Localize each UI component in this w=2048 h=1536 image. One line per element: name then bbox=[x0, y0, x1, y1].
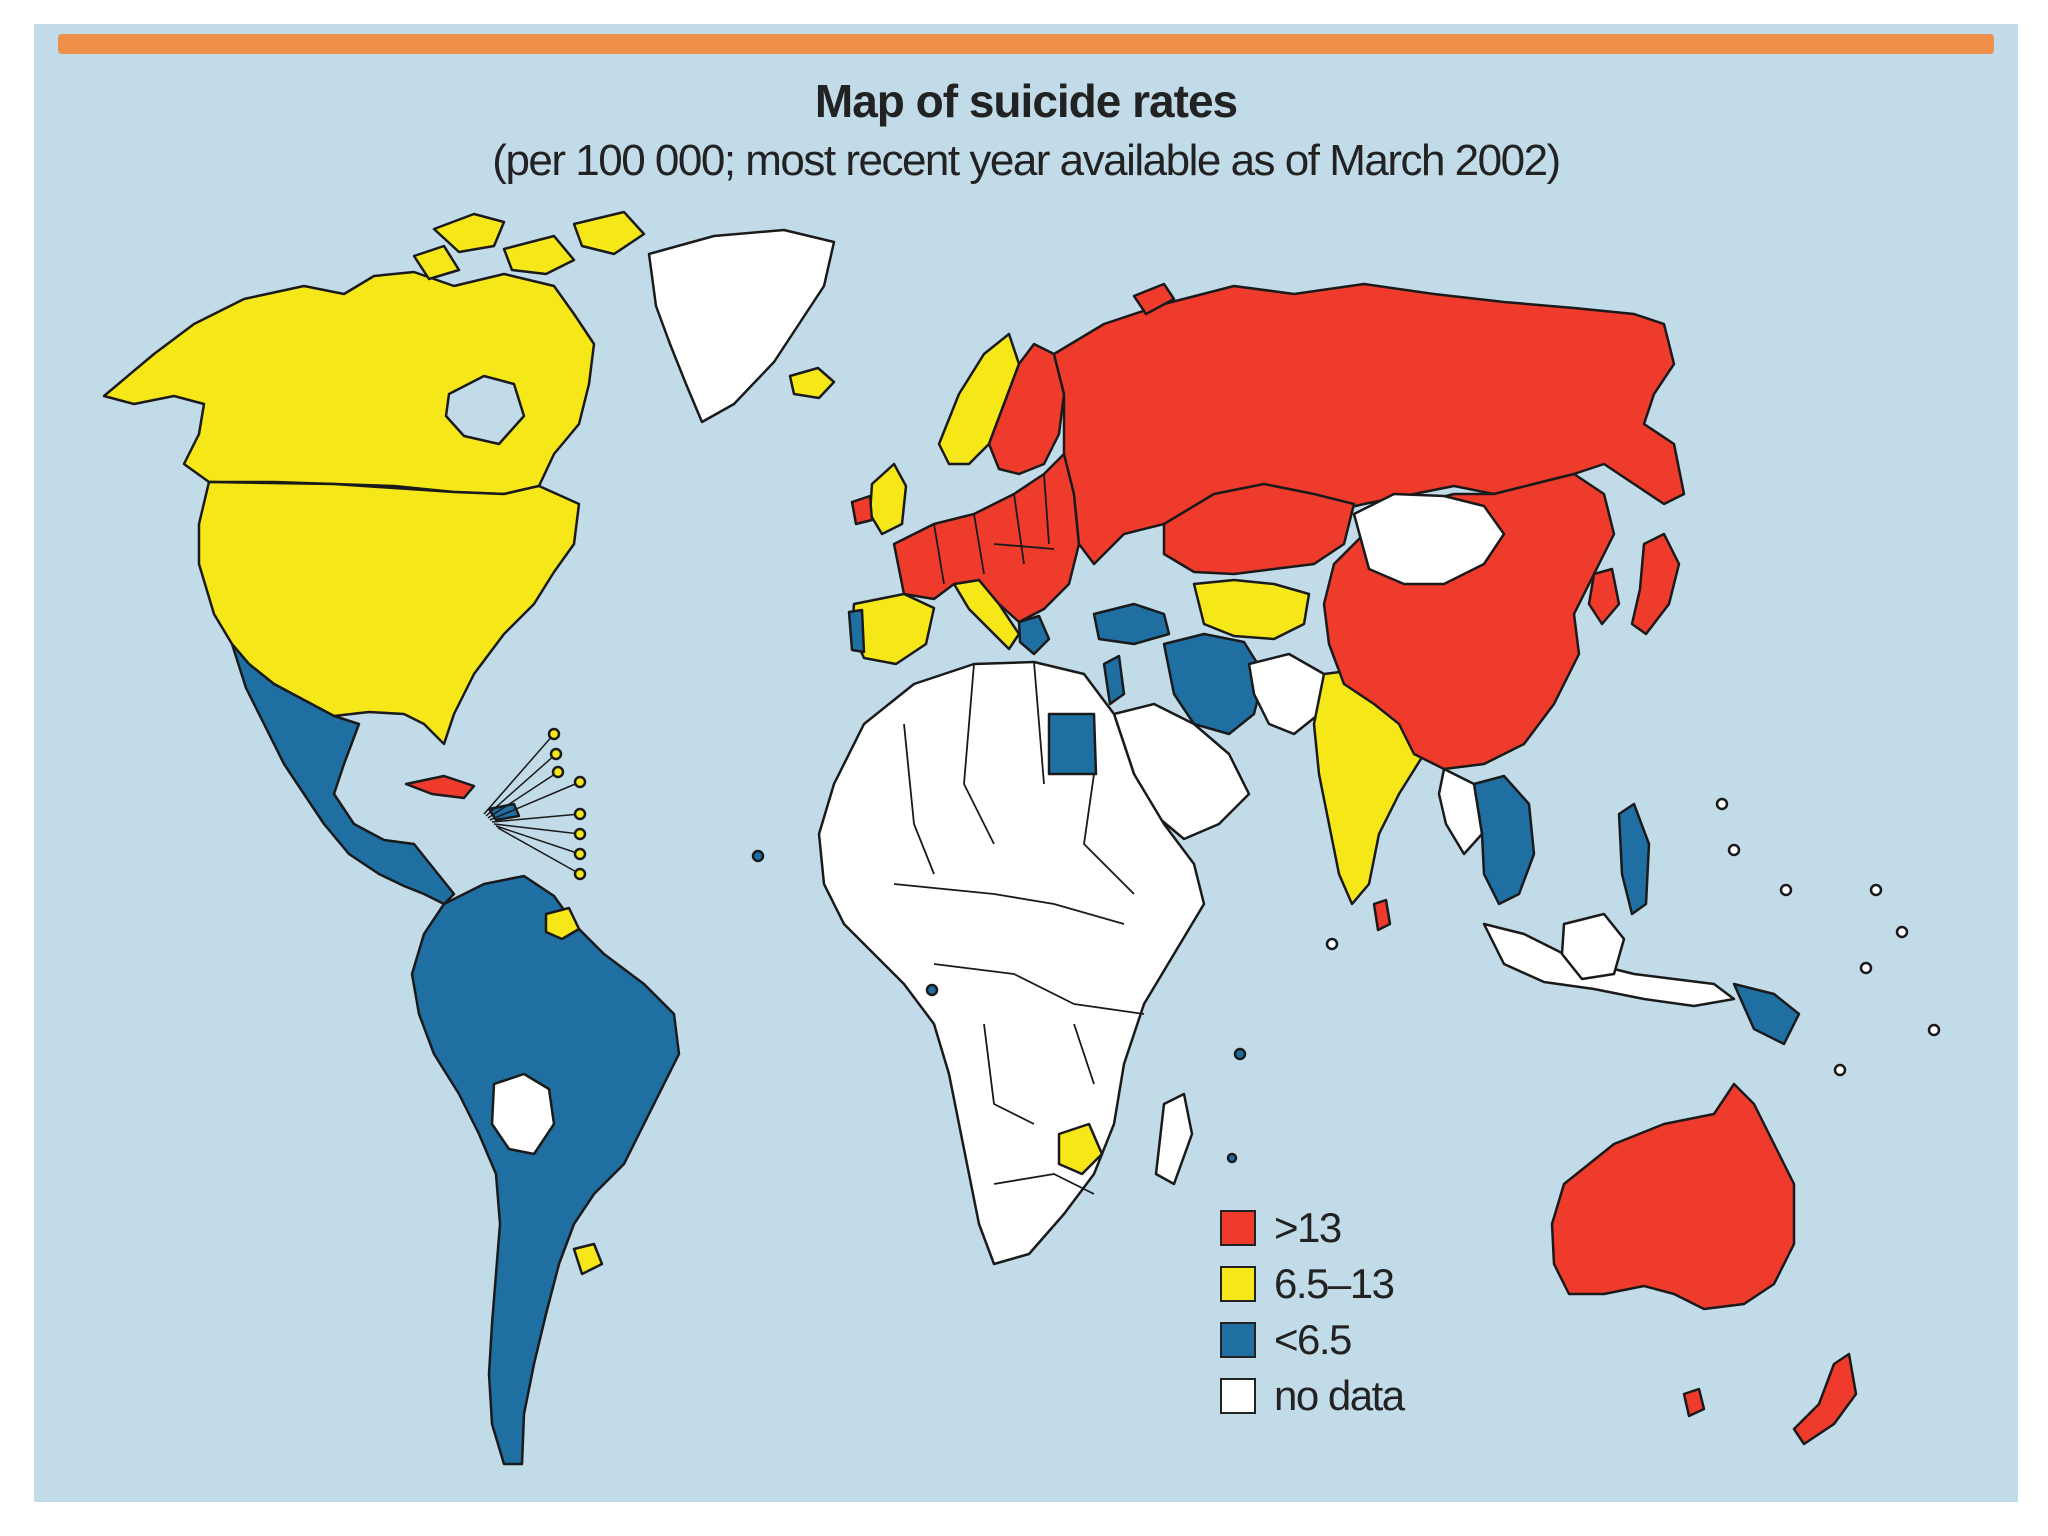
map-title: Map of suicide rates bbox=[814, 75, 1238, 127]
region-iceland bbox=[788, 366, 836, 400]
caribbean-callout-lines bbox=[483, 733, 581, 875]
region-new-zealand bbox=[1792, 1352, 1858, 1446]
region-caribbean-islands bbox=[487, 802, 521, 822]
region-myanmar bbox=[1437, 767, 1484, 856]
region-south-america bbox=[410, 874, 681, 1466]
region-sri-lanka bbox=[1372, 898, 1392, 932]
map-subtitle: (per 100 000; most recent year available… bbox=[492, 136, 1561, 185]
pacific-island-markers bbox=[1325, 797, 1941, 1077]
legend-label-no-data: no data bbox=[1274, 1372, 1405, 1419]
africa-internal-borders bbox=[893, 661, 1145, 1195]
legend-label-low: <6.5 bbox=[1274, 1316, 1352, 1363]
region-iran bbox=[1162, 632, 1266, 736]
small-island-markers bbox=[751, 849, 1247, 1164]
region-portugal bbox=[847, 608, 866, 654]
legend-item-high: >13 bbox=[1220, 1200, 1404, 1256]
legend-item-no-data: no data bbox=[1220, 1368, 1405, 1424]
region-borneo bbox=[1560, 912, 1626, 981]
region-tasmania bbox=[1682, 1387, 1706, 1418]
legend-label-high: >13 bbox=[1274, 1204, 1342, 1251]
legend-swatch-no-data bbox=[1220, 1378, 1256, 1414]
region-philippines bbox=[1617, 802, 1651, 916]
region-russia bbox=[1052, 282, 1686, 566]
legend-swatch-high bbox=[1220, 1210, 1256, 1246]
region-kazakhstan bbox=[1162, 482, 1356, 576]
region-zimbabwe bbox=[1057, 1122, 1104, 1176]
region-novaya-zemlya bbox=[1132, 282, 1176, 316]
caribbean-callout-markers bbox=[547, 727, 587, 881]
legend-item-medium: 6.5–13 bbox=[1220, 1256, 1404, 1312]
region-iberia bbox=[850, 592, 936, 666]
region-egypt bbox=[1047, 712, 1098, 776]
region-bolivia bbox=[490, 1072, 556, 1156]
legend-swatch-low bbox=[1220, 1322, 1256, 1358]
region-korea bbox=[1587, 567, 1621, 626]
region-australia bbox=[1550, 1082, 1796, 1311]
region-turkey-caucasus bbox=[1092, 602, 1171, 646]
map-panel: Map of suicide rates (per 100 000; most … bbox=[34, 24, 2018, 1502]
region-mexico-central-america bbox=[230, 642, 456, 906]
legend-label-medium: 6.5–13 bbox=[1274, 1260, 1395, 1307]
legend-swatch-medium bbox=[1220, 1266, 1256, 1302]
region-greece bbox=[1017, 614, 1051, 656]
region-central-asia bbox=[1192, 578, 1311, 641]
region-thailand-indochina bbox=[1472, 774, 1536, 906]
region-mongolia bbox=[1352, 492, 1506, 586]
region-madagascar bbox=[1154, 1092, 1194, 1186]
region-ireland bbox=[850, 494, 874, 526]
legend-item-low: <6.5 bbox=[1220, 1312, 1404, 1368]
region-europe-central bbox=[892, 452, 1081, 624]
region-cuba bbox=[404, 774, 476, 800]
region-papua bbox=[1732, 982, 1801, 1046]
region-europe-borders bbox=[933, 473, 1055, 585]
legend: >13 6.5–13 <6.5 no data bbox=[1220, 1200, 1405, 1424]
region-japan bbox=[1630, 532, 1681, 636]
region-guianas bbox=[544, 906, 581, 941]
region-canada-alaska bbox=[102, 270, 596, 496]
hudson-bay bbox=[444, 374, 526, 446]
region-greenland bbox=[647, 228, 836, 424]
header-bar bbox=[58, 34, 1994, 54]
region-uruguay bbox=[572, 1242, 604, 1276]
region-israel bbox=[1102, 654, 1126, 706]
region-canada-islands bbox=[412, 210, 646, 281]
world-map bbox=[102, 210, 1941, 1466]
region-africa bbox=[817, 660, 1206, 1266]
region-uk bbox=[868, 462, 908, 536]
region-afghanistan-pakistan bbox=[1247, 652, 1326, 736]
